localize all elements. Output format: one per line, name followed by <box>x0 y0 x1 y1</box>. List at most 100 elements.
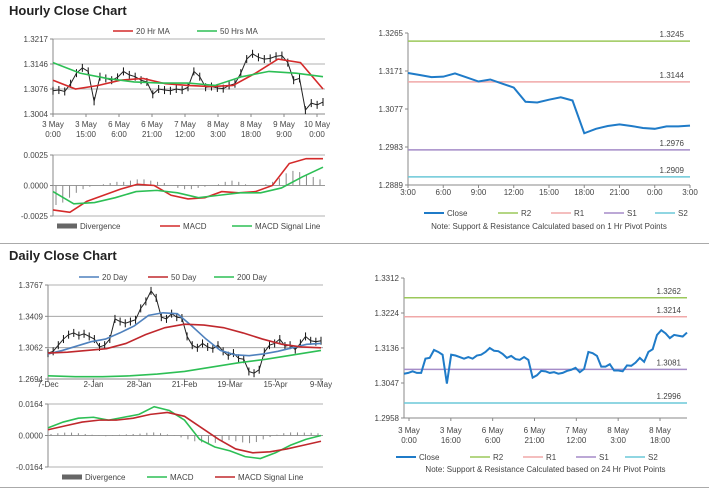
x-tick-label-line: 12:00 <box>175 130 196 139</box>
x-tick-label: 6 May 6:00 <box>482 426 504 445</box>
x-tick-label: 7-Dec <box>37 380 58 389</box>
legend-label: MACD <box>170 473 194 482</box>
x-tick-label-line: 3 May <box>42 120 64 129</box>
y-tick-label: 1.2694 <box>19 375 44 384</box>
series-line-macd-signal-line <box>52 166 324 205</box>
y-tick-label: 1.2983 <box>379 143 404 152</box>
x-tick-label-line: 18:00 <box>574 188 595 197</box>
x-tick-label: 8 May 18:00 <box>240 120 262 139</box>
legend-label: Close <box>419 453 440 462</box>
x-tick-label-line: 12:00 <box>504 188 525 197</box>
y-tick-label: 1.3004 <box>24 110 49 119</box>
legend-label: Divergence <box>80 222 121 231</box>
x-tick-label: 9 May 9:00 <box>273 120 295 139</box>
level-label: 1.3214 <box>657 306 682 315</box>
legend-label: MACD <box>183 222 207 231</box>
series-line-50-day <box>47 323 322 354</box>
series-line-20-hr-ma <box>52 58 324 90</box>
y-tick-label: -0.0025 <box>21 212 49 221</box>
legend-label: 50 Day <box>171 273 196 282</box>
level-label: 1.2909 <box>660 166 685 175</box>
x-tick-label: 3 May 16:00 <box>440 426 462 445</box>
x-tick-label-line: 10 May <box>304 120 330 129</box>
x-tick-label: 9:00 <box>471 188 487 197</box>
legend-label: R1 <box>546 453 557 462</box>
x-tick-label-line: 9:00 <box>276 130 292 139</box>
x-tick-label-line: 2-Jan <box>83 380 103 389</box>
x-tick-label-line: 6 May <box>524 426 546 435</box>
hourly-chart-title: Hourly Close Chart <box>9 3 127 18</box>
x-tick-label-line: 6 May <box>141 120 163 129</box>
legend-label: 20 Hr MA <box>136 27 170 36</box>
y-tick-label: -0.0164 <box>16 463 44 472</box>
level-label: 1.3081 <box>657 358 682 367</box>
x-tick-label-line: 21:00 <box>142 130 163 139</box>
x-tick-label: 6 May 6:00 <box>108 120 130 139</box>
x-tick-label-line: 0:00 <box>647 188 663 197</box>
x-tick-label: 15-Apr <box>263 380 287 389</box>
x-tick-label: 6 May 21:00 <box>524 426 546 445</box>
y-tick-label: 0.0000 <box>24 182 49 191</box>
x-tick-label: 28-Jan <box>127 380 151 389</box>
x-tick-label-line: 3 May <box>440 426 462 435</box>
y-tick-label: 1.3409 <box>19 312 44 321</box>
daily-chart-title: Daily Close Chart <box>9 248 117 263</box>
x-tick-label-line: 18:00 <box>241 130 262 139</box>
x-tick-label: 15:00 <box>539 188 560 197</box>
y-tick-label: 1.2889 <box>379 181 404 190</box>
price-close-line <box>47 289 322 374</box>
x-tick-label: 3 May 0:00 <box>398 426 420 445</box>
y-tick-label: 0.0025 <box>24 151 49 160</box>
x-tick-label-line: 21-Feb <box>172 380 198 389</box>
x-tick-label: 7 May 12:00 <box>174 120 196 139</box>
y-tick-label: 0.0164 <box>19 400 44 409</box>
legend-label: Close <box>447 209 468 218</box>
x-tick-label-line: 0:00 <box>309 130 325 139</box>
price-close-line <box>52 53 324 112</box>
x-tick-label-line: 18:00 <box>650 436 671 445</box>
x-tick-label-line: 3:00 <box>682 188 698 197</box>
level-label: 1.2976 <box>660 139 685 148</box>
series-line-macd <box>52 157 323 214</box>
legend-label: 20 Day <box>102 273 127 282</box>
x-tick-label-line: 9 May <box>273 120 295 129</box>
legend-label: MACD Signal Line <box>238 473 304 482</box>
x-tick-label: 9-May <box>310 380 332 389</box>
x-tick-label-line: 6:00 <box>485 436 501 445</box>
x-tick-label-line: 19-Mar <box>217 380 243 389</box>
legend-label: R2 <box>521 209 532 218</box>
x-tick-label: 2-Jan <box>83 380 103 389</box>
level-label: 1.3245 <box>660 30 685 39</box>
x-tick-label-line: 21:00 <box>609 188 630 197</box>
y-tick-label: 1.3312 <box>375 274 400 283</box>
x-tick-label-line: 0:00 <box>401 436 417 445</box>
y-tick-label: 1.3224 <box>375 309 400 318</box>
y-tick-label: 1.3146 <box>24 60 49 69</box>
y-tick-label: 1.3767 <box>19 281 44 290</box>
x-tick-label-line: 8 May <box>240 120 262 129</box>
pivot-note: Note: Support & Resistance Calculated ba… <box>425 465 665 474</box>
legend-label: R2 <box>493 453 504 462</box>
legend-label: S2 <box>648 453 658 462</box>
y-tick-label: 1.3062 <box>19 344 44 353</box>
x-tick-label-line: 21:00 <box>524 436 545 445</box>
x-tick-label: 6 May 21:00 <box>141 120 163 139</box>
x-tick-label-line: 9-May <box>310 380 332 389</box>
x-tick-label-line: 3:00 <box>610 436 626 445</box>
x-tick-label-line: 3:00 <box>400 188 416 197</box>
legend-label: S1 <box>627 209 637 218</box>
series-line-50-hrs-ma <box>52 61 324 87</box>
x-tick-label: 8 May 18:00 <box>649 426 671 445</box>
x-tick-label: 8 May 3:00 <box>207 120 229 139</box>
series-line-close <box>403 328 688 384</box>
x-tick-label: 19-Mar <box>217 380 243 389</box>
pivot-note: Note: Support & Resistance Calculated ba… <box>431 222 667 231</box>
x-tick-label-line: 8 May <box>649 426 671 435</box>
x-tick-label-line: 28-Jan <box>127 380 151 389</box>
x-tick-label: 21-Feb <box>172 380 198 389</box>
y-tick-label: 1.3076 <box>24 85 49 94</box>
section-divider <box>0 243 709 244</box>
legend-label: Divergence <box>85 473 126 482</box>
